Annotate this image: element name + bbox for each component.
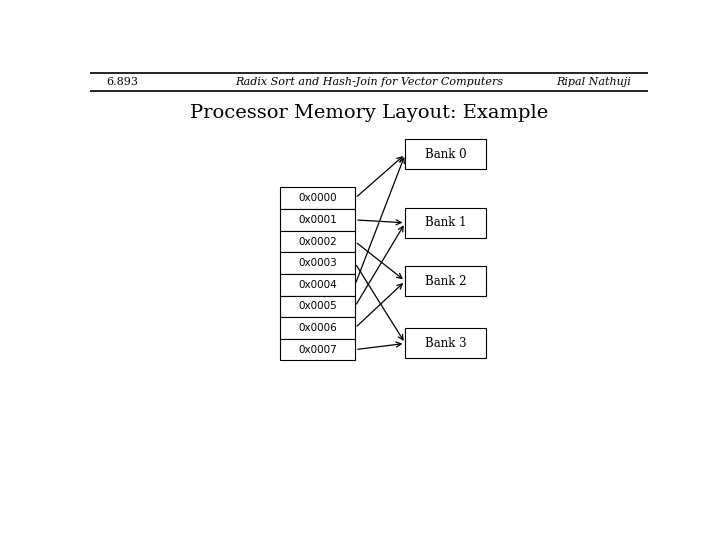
Bar <box>405 208 486 238</box>
Text: 0x0003: 0x0003 <box>298 258 337 268</box>
Text: 6.893: 6.893 <box>107 77 139 87</box>
Text: 0x0007: 0x0007 <box>298 345 337 355</box>
Bar <box>280 209 355 231</box>
Bar <box>280 252 355 274</box>
Text: 0x0004: 0x0004 <box>298 280 337 290</box>
Bar <box>280 274 355 295</box>
Bar <box>280 231 355 252</box>
Bar <box>405 328 486 359</box>
Text: 0x0005: 0x0005 <box>298 301 337 312</box>
Bar <box>280 339 355 360</box>
Text: Radix Sort and Hash-Join for Vector Computers: Radix Sort and Hash-Join for Vector Comp… <box>235 77 503 87</box>
Text: Processor Memory Layout: Example: Processor Memory Layout: Example <box>190 104 548 122</box>
Bar <box>405 266 486 296</box>
Text: Bank 0: Bank 0 <box>425 148 467 161</box>
Text: Bank 1: Bank 1 <box>425 217 467 230</box>
Text: 0x0006: 0x0006 <box>298 323 337 333</box>
Bar <box>405 139 486 169</box>
Text: Ripal Nathuji: Ripal Nathuji <box>557 77 631 87</box>
Text: 0x0000: 0x0000 <box>298 193 337 203</box>
Bar <box>280 187 355 209</box>
Bar <box>280 295 355 317</box>
Bar <box>280 317 355 339</box>
Text: Bank 2: Bank 2 <box>425 274 467 287</box>
Text: Bank 3: Bank 3 <box>425 337 467 350</box>
Text: 0x0001: 0x0001 <box>298 215 337 225</box>
Text: 0x0002: 0x0002 <box>298 237 337 247</box>
